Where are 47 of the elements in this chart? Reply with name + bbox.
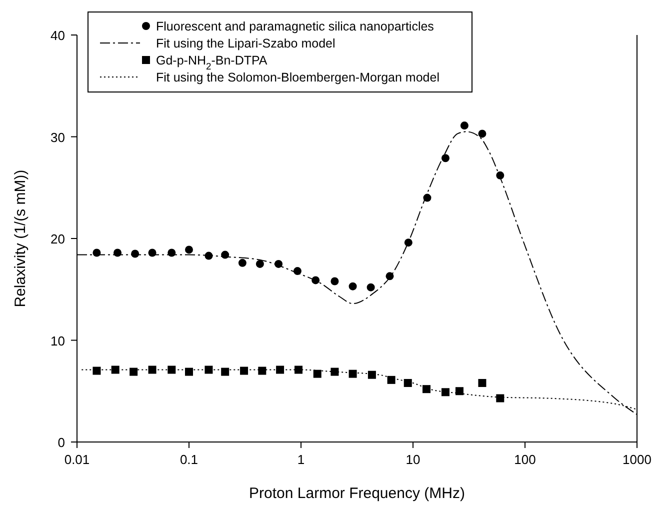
y-axis-title: Relaxivity (1/(s mM)): [12, 170, 29, 308]
point: [366, 283, 375, 292]
point: [460, 122, 468, 130]
y-tick-label: 10: [50, 333, 65, 348]
point: [478, 378, 486, 387]
point: [404, 378, 412, 387]
point: [168, 366, 176, 374]
x-tick-label: 10: [406, 452, 420, 467]
point: [148, 366, 156, 374]
point: [240, 366, 248, 375]
legend-label: Fit using the Lipari-Szabo model: [156, 36, 336, 50]
x-tick-label: 1000: [622, 452, 652, 467]
x-tick-label: 0.1: [180, 452, 198, 467]
point: [348, 282, 357, 290]
point: [330, 368, 339, 376]
x-tick-label: 0.01: [64, 452, 90, 467]
legend-label: Fit using the Solomon-Bloembergen-Morgan model: [156, 70, 440, 84]
point: [238, 258, 246, 267]
y-tick-label: 0: [58, 435, 65, 450]
point: [276, 366, 284, 374]
point: [92, 366, 101, 375]
point: [404, 238, 412, 247]
point: [185, 368, 193, 376]
y-tick-label: 40: [50, 28, 65, 43]
point: [258, 366, 266, 375]
point: [387, 376, 396, 384]
legend-label: Fluorescent and paramagnetic silica nanoparticles: [156, 20, 434, 34]
y-tick-label: 30: [50, 130, 65, 145]
point: [368, 370, 376, 379]
point: [130, 368, 138, 376]
point: [441, 154, 450, 162]
point: [441, 388, 450, 396]
point: [496, 394, 504, 402]
point: [221, 368, 230, 376]
y-tick-label: 20: [50, 232, 65, 246]
x-tick-label: 1: [297, 452, 305, 467]
x-axis-title: Proton Larmor Frequency (MHz): [249, 485, 465, 502]
legend-label: Gd-p-NH$_{2}$-Bn-DTPA: [156, 54, 268, 72]
point: [348, 370, 357, 378]
point: [478, 130, 486, 138]
x-tick-label: 100: [514, 452, 536, 467]
point: [422, 385, 431, 394]
point: [313, 370, 322, 378]
point: [294, 366, 303, 374]
point: [330, 277, 339, 286]
point: [185, 246, 193, 254]
point: [111, 366, 120, 374]
